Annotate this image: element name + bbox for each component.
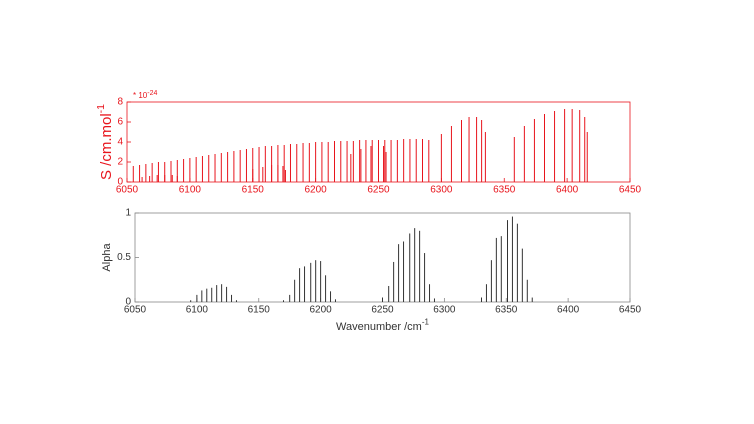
x-tick-label: 6050 bbox=[124, 305, 147, 316]
x-tick-label: 6200 bbox=[310, 305, 333, 316]
y-axis-label-text: Alpha bbox=[101, 243, 113, 272]
x-axis-label-superscript: -1 bbox=[422, 318, 430, 327]
y-tick-label: 0.5 bbox=[117, 252, 131, 263]
plot-frame bbox=[134, 212, 631, 303]
y-multiplier-text: * 10 bbox=[133, 91, 148, 100]
x-tick-label: 6300 bbox=[433, 305, 456, 316]
y-axis-label-superscript: -1 bbox=[95, 104, 107, 113]
x-tick-label: 6400 bbox=[557, 305, 580, 316]
x-tick-label: 6150 bbox=[248, 305, 271, 316]
x-tick-label: 6050 bbox=[116, 185, 139, 196]
x-axis-label: Wavenumber /cm-1 bbox=[336, 318, 429, 333]
x-tick-label: 6350 bbox=[493, 185, 516, 196]
x-tick-label: 6450 bbox=[619, 185, 642, 196]
x-tick-label: 6350 bbox=[495, 305, 518, 316]
x-tick-label: 6450 bbox=[619, 305, 642, 316]
x-tick-label: 6250 bbox=[371, 305, 394, 316]
y-tick-label: 0 bbox=[125, 297, 131, 308]
x-tick-label: 6250 bbox=[367, 185, 390, 196]
y-tick-label: 6 bbox=[117, 117, 123, 128]
x-tick-label: 6100 bbox=[179, 185, 202, 196]
y-axis-label: Alpha bbox=[101, 243, 113, 272]
x-tick-label: 6400 bbox=[556, 185, 579, 196]
y-tick-label: 1 bbox=[125, 208, 131, 219]
x-tick-label: 6100 bbox=[186, 305, 209, 316]
y-axis-label: S /cm.mol-1 bbox=[95, 104, 115, 180]
y-axis-label-text: S /cm.mol bbox=[98, 113, 115, 180]
y-multiplier-superscript: -24 bbox=[147, 90, 157, 97]
x-axis-label-text: Wavenumber /cm bbox=[336, 321, 422, 333]
y-tick-label: 0 bbox=[117, 177, 123, 188]
x-tick-label: 6300 bbox=[430, 185, 453, 196]
y-tick-label: 2 bbox=[117, 157, 123, 168]
x-tick-label: 6150 bbox=[242, 185, 265, 196]
y-tick-label: 4 bbox=[117, 137, 123, 148]
y-multiplier: * 10-24 bbox=[133, 90, 157, 100]
x-tick-label: 6200 bbox=[305, 185, 328, 196]
y-tick-label: 8 bbox=[117, 97, 123, 108]
